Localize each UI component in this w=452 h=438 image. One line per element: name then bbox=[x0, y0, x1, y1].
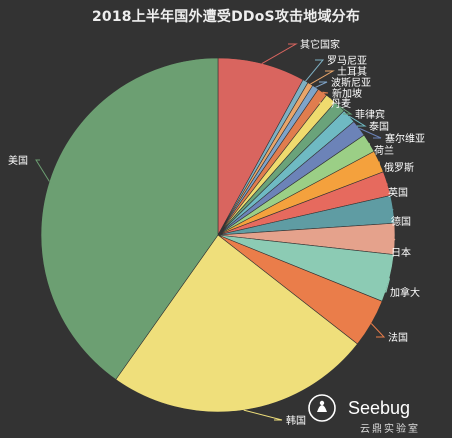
watermark-sub: 云鼎实验室 bbox=[360, 424, 420, 435]
slice-label-13: 德国 bbox=[391, 215, 411, 228]
slice-label-3: 土耳其 bbox=[337, 65, 367, 78]
leader-line-12 bbox=[376, 183, 388, 193]
slice-label-14: 日本 bbox=[391, 246, 411, 259]
leader-line-7 bbox=[339, 106, 353, 115]
leader-line-16 bbox=[370, 323, 386, 338]
leader-line-18 bbox=[35, 159, 50, 182]
leader-line-14 bbox=[379, 238, 396, 253]
leader-line-3 bbox=[310, 70, 335, 85]
slice-label-4: 波斯尼亚 bbox=[331, 76, 371, 89]
slice-label-12: 英国 bbox=[388, 186, 408, 199]
chart-title: 2018上半年国外遭受DDoS攻击地域分布 bbox=[91, 9, 361, 25]
slice-label-18: 美国 bbox=[8, 154, 28, 167]
slice-label-15: 加拿大 bbox=[390, 286, 420, 299]
leader-line-1 bbox=[261, 43, 298, 64]
slice-label-16: 法国 bbox=[388, 331, 408, 344]
pie-slice-1 bbox=[217, 57, 304, 236]
slice-label-6: 丹麦 bbox=[331, 98, 351, 110]
slice-label-1: 其它国家 bbox=[300, 38, 340, 51]
leader-line-10 bbox=[362, 143, 371, 151]
slice-label-2: 罗马尼亚 bbox=[327, 55, 367, 67]
pie-slices bbox=[40, 57, 396, 413]
slice-label-5: 新加坡 bbox=[332, 87, 362, 100]
pie-slice-18 bbox=[40, 57, 219, 380]
slice-label-7: 菲律宾 bbox=[355, 108, 385, 121]
slice-label-11: 俄罗斯 bbox=[384, 161, 414, 174]
slice-label-17: 韩国 bbox=[286, 414, 306, 427]
bug-logo-icon bbox=[308, 394, 336, 422]
watermark-brand: Seebug bbox=[348, 398, 411, 418]
slice-label-10: 荷兰 bbox=[374, 144, 394, 157]
leader-line-6 bbox=[319, 98, 332, 104]
slice-label-8: 泰国 bbox=[369, 120, 389, 133]
leader-line-15 bbox=[378, 278, 391, 293]
leader-line-9 bbox=[358, 127, 382, 139]
leader-line-11 bbox=[372, 161, 381, 168]
leader-line-13 bbox=[379, 209, 394, 222]
leader-line-5 bbox=[320, 91, 329, 94]
leader-line-8 bbox=[348, 115, 367, 127]
slice-label-9: 塞尔维亚 bbox=[385, 132, 425, 145]
leader-lines bbox=[35, 43, 396, 421]
leader-line-2 bbox=[305, 59, 325, 82]
slice-labels: 其它国家罗马尼亚土耳其波斯尼亚新加坡丹麦菲律宾泰国塞尔维亚荷兰俄罗斯英国德国日本… bbox=[8, 38, 425, 427]
pie-slice-17 bbox=[115, 234, 358, 413]
leader-line-17 bbox=[243, 409, 283, 421]
leader-line-4 bbox=[315, 81, 328, 88]
